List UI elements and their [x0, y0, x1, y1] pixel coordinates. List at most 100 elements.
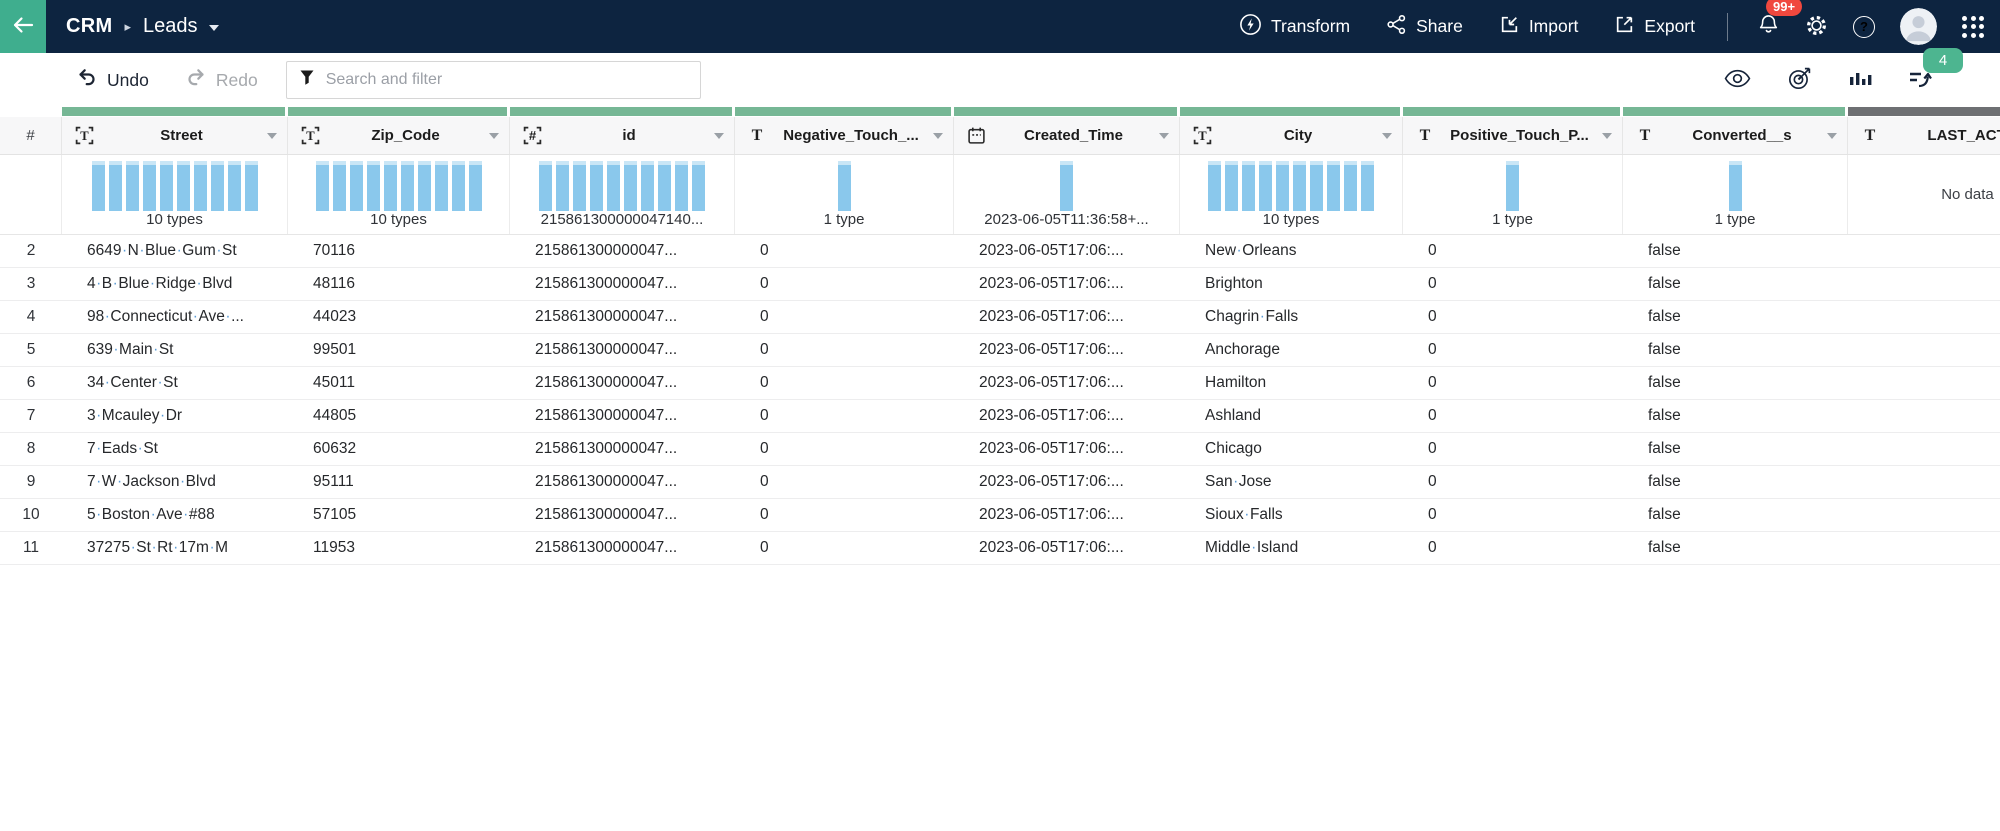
cell-positive-touch-p[interactable]: 0: [1403, 275, 1623, 293]
cell-negative-touch[interactable]: 0: [735, 440, 954, 458]
column-header-converted-s[interactable]: TConverted__s: [1623, 117, 1848, 154]
cell-id[interactable]: 215861300000047...: [510, 308, 735, 326]
cell-zip-code[interactable]: 45011: [288, 374, 510, 392]
transform-button[interactable]: Transform: [1239, 13, 1350, 41]
histogram-zip-code[interactable]: 10 types: [288, 155, 510, 234]
notifications-button[interactable]: 99+: [1757, 13, 1780, 41]
quality-bar-street[interactable]: [62, 107, 285, 116]
column-header-created-time[interactable]: Created_Time: [954, 117, 1180, 154]
column-menu-caret-icon[interactable]: [1382, 133, 1392, 139]
column-menu-caret-icon[interactable]: [933, 133, 943, 139]
cell-street[interactable]: 3·Mcauley·Dr: [62, 407, 288, 425]
cell-street[interactable]: 7·W·Jackson·Blvd: [62, 473, 288, 491]
histogram-converted-s[interactable]: 1 type: [1623, 155, 1848, 234]
cell-city[interactable]: Brighton: [1180, 275, 1403, 293]
cell-zip-code[interactable]: 70116: [288, 242, 510, 260]
cell-city[interactable]: New·Orleans: [1180, 242, 1403, 260]
help-button[interactable]: ?: [1853, 16, 1875, 38]
quality-bar-negative-touch[interactable]: [735, 107, 951, 116]
cell-created-time[interactable]: 2023-06-05T17:06:...: [954, 341, 1180, 359]
cell-created-time[interactable]: 2023-06-05T17:06:...: [954, 506, 1180, 524]
histogram-positive-touch-p[interactable]: 1 type: [1403, 155, 1623, 234]
quality-bar-positive-touch-p[interactable]: [1403, 107, 1620, 116]
quality-bar-last-actio[interactable]: [1848, 107, 2000, 116]
cell-converted-s[interactable]: false: [1623, 407, 1848, 425]
cell-positive-touch-p[interactable]: 0: [1403, 539, 1623, 557]
cell-zip-code[interactable]: 44023: [288, 308, 510, 326]
histogram-bar[interactable]: [1729, 161, 1742, 211]
histogram-bar[interactable]: [1293, 161, 1306, 211]
cell-street[interactable]: 4·B·Blue·Ridge·Blvd: [62, 275, 288, 293]
cell-id[interactable]: 215861300000047...: [510, 473, 735, 491]
histogram-created-time[interactable]: 2023-06-05T11:36:58+...: [954, 155, 1180, 234]
histogram-bar[interactable]: [452, 161, 465, 211]
histogram-bar[interactable]: [435, 161, 448, 211]
cell-city[interactable]: San·Jose: [1180, 473, 1403, 491]
cell-zip-code[interactable]: 44805: [288, 407, 510, 425]
search-input[interactable]: [326, 71, 688, 89]
histogram-bar[interactable]: [401, 161, 414, 211]
cell-zip-code[interactable]: 11953: [288, 539, 510, 557]
histogram-bar[interactable]: [469, 161, 482, 211]
histogram-bar[interactable]: [607, 161, 620, 211]
cell-city[interactable]: Chicago: [1180, 440, 1403, 458]
histogram-bar[interactable]: [333, 161, 346, 211]
histogram-bars[interactable]: [954, 155, 1179, 211]
cell-zip-code[interactable]: 57105: [288, 506, 510, 524]
cell-positive-touch-p[interactable]: 0: [1403, 341, 1623, 359]
histogram-bar[interactable]: [590, 161, 603, 211]
histogram-bar[interactable]: [384, 161, 397, 211]
cell-id[interactable]: 215861300000047...: [510, 374, 735, 392]
cell-created-time[interactable]: 2023-06-05T17:06:...: [954, 407, 1180, 425]
cell-converted-s[interactable]: false: [1623, 506, 1848, 524]
export-button[interactable]: Export: [1614, 14, 1695, 40]
cell-city[interactable]: Hamilton: [1180, 374, 1403, 392]
histogram-bar[interactable]: [1208, 161, 1221, 211]
histogram-bar[interactable]: [109, 161, 122, 211]
cell-city[interactable]: Sioux·Falls: [1180, 506, 1403, 524]
breadcrumb-app[interactable]: CRM: [66, 15, 112, 38]
histogram-street[interactable]: 10 types: [62, 155, 288, 234]
histogram-bar[interactable]: [624, 161, 637, 211]
quality-bar-city[interactable]: [1180, 107, 1400, 116]
histogram-bars[interactable]: [510, 155, 734, 211]
cell-street[interactable]: 6649·N·Blue·Gum·St: [62, 242, 288, 260]
cell-positive-touch-p[interactable]: 0: [1403, 374, 1623, 392]
histogram-bar[interactable]: [658, 161, 671, 211]
histogram-bars[interactable]: [1180, 155, 1402, 211]
cell-created-time[interactable]: 2023-06-05T17:06:...: [954, 242, 1180, 260]
histogram-bars[interactable]: [62, 155, 287, 211]
histogram-bar[interactable]: [418, 161, 431, 211]
histogram-bar[interactable]: [1259, 161, 1272, 211]
cell-negative-touch[interactable]: 0: [735, 308, 954, 326]
histogram-bar[interactable]: [160, 161, 173, 211]
column-menu-caret-icon[interactable]: [267, 133, 277, 139]
histogram-bars[interactable]: [1403, 155, 1622, 211]
cell-negative-touch[interactable]: 0: [735, 374, 954, 392]
histogram-bar[interactable]: [143, 161, 156, 211]
column-header-id[interactable]: #id: [510, 117, 735, 154]
column-header-zip-code[interactable]: TZip_Code: [288, 117, 510, 154]
histogram-bar[interactable]: [316, 161, 329, 211]
cell-negative-touch[interactable]: 0: [735, 242, 954, 260]
redo-button[interactable]: Redo: [185, 67, 258, 94]
column-header-last-actio[interactable]: TLAST_ACTIO: [1848, 117, 2000, 154]
cell-negative-touch[interactable]: 0: [735, 539, 954, 557]
cell-negative-touch[interactable]: 0: [735, 473, 954, 491]
histogram-bar[interactable]: [350, 161, 363, 211]
cell-converted-s[interactable]: false: [1623, 473, 1848, 491]
column-menu-caret-icon[interactable]: [489, 133, 499, 139]
cell-converted-s[interactable]: false: [1623, 275, 1848, 293]
back-button[interactable]: [0, 0, 46, 53]
histogram-id[interactable]: 215861300000047140...: [510, 155, 735, 234]
cell-converted-s[interactable]: false: [1623, 374, 1848, 392]
histogram-bar[interactable]: [1361, 161, 1374, 211]
cell-street[interactable]: 5·Boston·Ave·#88: [62, 506, 288, 524]
breadcrumb-page[interactable]: Leads: [143, 15, 198, 38]
cell-positive-touch-p[interactable]: 0: [1403, 440, 1623, 458]
cell-created-time[interactable]: 2023-06-05T17:06:...: [954, 275, 1180, 293]
histogram-bars[interactable]: [1623, 155, 1847, 211]
share-button[interactable]: Share: [1386, 14, 1463, 40]
cell-converted-s[interactable]: false: [1623, 308, 1848, 326]
histogram-bar[interactable]: [177, 161, 190, 211]
